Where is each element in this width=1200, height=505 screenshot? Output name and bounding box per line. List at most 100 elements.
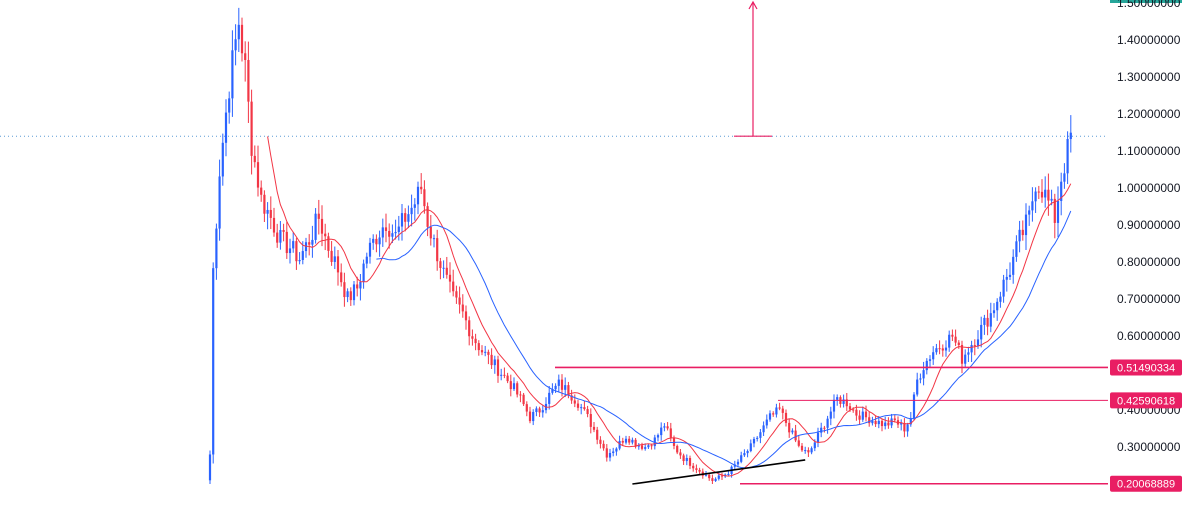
- candle-body[interactable]: [909, 418, 912, 425]
- candle-body[interactable]: [320, 218, 324, 234]
- candle-body[interactable]: [221, 142, 224, 177]
- candle-body[interactable]: [1047, 189, 1050, 201]
- candle-body[interactable]: [282, 230, 285, 232]
- candle-body[interactable]: [573, 400, 576, 404]
- candle-body[interactable]: [980, 324, 983, 340]
- support-trendline[interactable]: [632, 459, 806, 485]
- candle-body[interactable]: [845, 399, 848, 407]
- candle-body[interactable]: [871, 420, 874, 424]
- candle-body[interactable]: [461, 304, 464, 312]
- candle-body[interactable]: [381, 227, 384, 238]
- candle-body[interactable]: [468, 320, 471, 337]
- candle-body[interactable]: [708, 474, 711, 479]
- candle-body[interactable]: [484, 351, 487, 353]
- candle-body[interactable]: [906, 424, 909, 432]
- candle-body[interactable]: [400, 213, 404, 227]
- candle-body[interactable]: [1008, 274, 1012, 277]
- candle-body[interactable]: [804, 450, 807, 452]
- candle-body[interactable]: [912, 394, 916, 419]
- candle-body[interactable]: [397, 226, 400, 233]
- candle-body[interactable]: [810, 448, 813, 453]
- candle-body[interactable]: [541, 410, 544, 413]
- candle-body[interactable]: [471, 336, 474, 339]
- candle-body[interactable]: [404, 213, 407, 222]
- candle-body[interactable]: [218, 176, 221, 229]
- candle-body[interactable]: [621, 440, 624, 443]
- candle-body[interactable]: [797, 440, 800, 446]
- candle-body[interactable]: [903, 422, 906, 432]
- candle-body[interactable]: [717, 475, 720, 479]
- candle-body[interactable]: [1060, 181, 1063, 201]
- candle-body[interactable]: [333, 256, 336, 262]
- candle-body[interactable]: [756, 437, 759, 439]
- candle-body[interactable]: [583, 407, 586, 410]
- candle-body[interactable]: [973, 345, 976, 347]
- candle-body[interactable]: [439, 261, 442, 268]
- candle-body[interactable]: [900, 422, 903, 425]
- candle-body[interactable]: [932, 352, 935, 360]
- candle-body[interactable]: [634, 439, 637, 447]
- candle-body[interactable]: [269, 209, 272, 218]
- candle-body[interactable]: [813, 442, 816, 449]
- candle-body[interactable]: [477, 343, 480, 351]
- candle-body[interactable]: [858, 415, 861, 420]
- candle-body[interactable]: [1018, 229, 1021, 242]
- candle-body[interactable]: [551, 389, 554, 393]
- candle-body[interactable]: [231, 50, 234, 99]
- candle-body[interactable]: [794, 430, 797, 441]
- candle-body[interactable]: [788, 422, 791, 433]
- candle-body[interactable]: [916, 379, 919, 395]
- candle-body[interactable]: [432, 238, 436, 240]
- candle-body[interactable]: [500, 374, 503, 376]
- candle-body[interactable]: [436, 238, 439, 262]
- candle-body[interactable]: [640, 445, 644, 449]
- candle-body[interactable]: [496, 359, 500, 376]
- candle-body[interactable]: [356, 284, 359, 289]
- candle-body[interactable]: [260, 187, 263, 195]
- candle-body[interactable]: [970, 345, 973, 353]
- candle-body[interactable]: [480, 350, 484, 353]
- candle-body[interactable]: [349, 291, 352, 301]
- candle-body[interactable]: [605, 448, 608, 458]
- candle-body[interactable]: [301, 251, 304, 260]
- candle-body[interactable]: [247, 59, 250, 102]
- candle-body[interactable]: [746, 451, 749, 454]
- candle-body[interactable]: [535, 408, 538, 412]
- candle-body[interactable]: [298, 259, 301, 262]
- candle-body[interactable]: [509, 381, 512, 390]
- candle-body[interactable]: [314, 213, 317, 240]
- candle-body[interactable]: [378, 237, 381, 245]
- candle-body[interactable]: [919, 378, 922, 380]
- candle-body[interactable]: [759, 432, 762, 438]
- candle-body[interactable]: [829, 411, 832, 419]
- candle-body[interactable]: [522, 394, 525, 405]
- candle-body[interactable]: [772, 413, 775, 415]
- candle-body[interactable]: [394, 232, 397, 234]
- candle-body[interactable]: [487, 351, 490, 355]
- candle-body[interactable]: [688, 457, 692, 466]
- candle-body[interactable]: [848, 406, 852, 410]
- candle-body[interactable]: [1066, 139, 1069, 174]
- candle-body[interactable]: [516, 383, 519, 395]
- candle-body[interactable]: [743, 453, 746, 456]
- candle-body[interactable]: [669, 428, 672, 438]
- candle-body[interactable]: [852, 409, 855, 411]
- candle-body[interactable]: [288, 248, 292, 254]
- candle-body[interactable]: [992, 310, 996, 314]
- candle-body[interactable]: [580, 407, 583, 409]
- candle-body[interactable]: [532, 411, 535, 422]
- candle-body[interactable]: [887, 422, 890, 426]
- candle-body[interactable]: [951, 334, 954, 337]
- candle-body[interactable]: [250, 101, 253, 156]
- candle-body[interactable]: [372, 238, 375, 243]
- candle-body[interactable]: [589, 414, 592, 427]
- candle-body[interactable]: [672, 437, 676, 446]
- candle-body[interactable]: [960, 344, 964, 364]
- candle-body[interactable]: [948, 334, 951, 348]
- candle-body[interactable]: [615, 448, 618, 452]
- candle-body[interactable]: [416, 186, 420, 205]
- candle-body[interactable]: [256, 162, 260, 188]
- candle-body[interactable]: [637, 445, 640, 447]
- candle-body[interactable]: [612, 451, 615, 454]
- candle-body[interactable]: [567, 385, 570, 396]
